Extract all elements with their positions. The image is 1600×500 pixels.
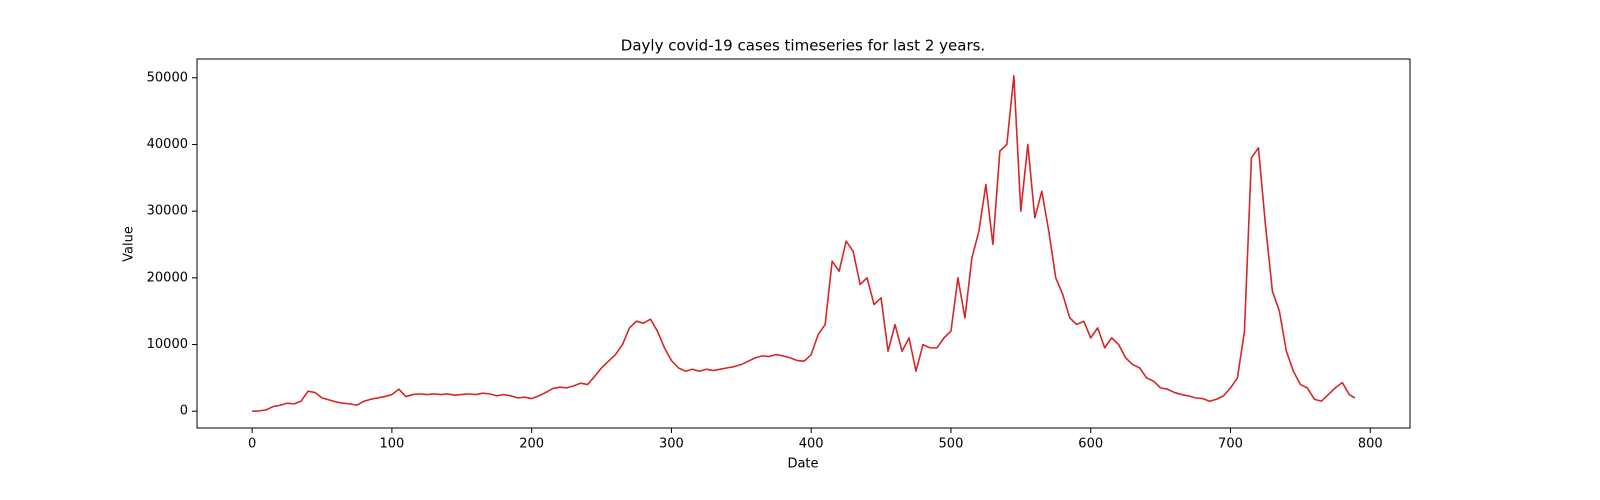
x-axis-label: Date	[787, 457, 818, 472]
x-tick-label: 600	[1078, 437, 1103, 452]
x-tick-label: 100	[379, 437, 404, 452]
x-tick-label: 0	[248, 437, 256, 452]
x-tick-label: 300	[659, 437, 684, 452]
x-tick-label: 800	[1358, 437, 1383, 452]
data-line	[252, 74, 1356, 413]
y-tick-label: 50000	[147, 70, 188, 85]
x-tick-label: 200	[519, 437, 544, 452]
x-tick-label: 500	[939, 437, 964, 452]
y-tick-label: 10000	[147, 337, 188, 352]
y-tick-label: 40000	[147, 137, 188, 152]
x-tick-label: 700	[1218, 437, 1243, 452]
chart-title: Dayly covid-19 cases timeseries for last…	[621, 37, 985, 55]
plot-frame	[196, 58, 1411, 429]
y-tick-label: 20000	[147, 270, 188, 285]
y-tick-label: 30000	[147, 204, 188, 219]
x-tick-label: 400	[799, 437, 824, 452]
y-tick-label: 0	[180, 404, 188, 419]
y-axis-label: Value	[122, 226, 137, 262]
